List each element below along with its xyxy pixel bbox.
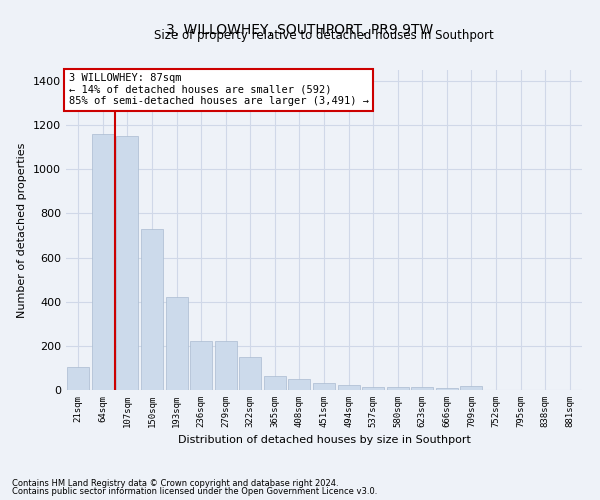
Bar bbox=[386, 388, 409, 390]
Bar bbox=[116, 136, 139, 390]
Text: Contains public sector information licensed under the Open Government Licence v3: Contains public sector information licen… bbox=[12, 487, 377, 496]
Bar bbox=[190, 342, 212, 390]
Text: 3, WILLOWHEY, SOUTHPORT, PR9 9TW: 3, WILLOWHEY, SOUTHPORT, PR9 9TW bbox=[166, 22, 434, 36]
Bar bbox=[264, 376, 286, 390]
Bar bbox=[411, 388, 433, 390]
Bar bbox=[338, 385, 359, 390]
Bar bbox=[215, 342, 237, 390]
Bar bbox=[92, 134, 114, 390]
X-axis label: Distribution of detached houses by size in Southport: Distribution of detached houses by size … bbox=[178, 436, 470, 446]
Bar bbox=[239, 357, 262, 390]
Bar bbox=[362, 386, 384, 390]
Bar bbox=[141, 229, 163, 390]
Bar bbox=[166, 298, 188, 390]
Bar bbox=[460, 386, 482, 390]
Bar bbox=[67, 367, 89, 390]
Bar bbox=[436, 388, 458, 390]
Bar bbox=[313, 383, 335, 390]
Bar bbox=[289, 379, 310, 390]
Title: Size of property relative to detached houses in Southport: Size of property relative to detached ho… bbox=[154, 30, 494, 43]
Y-axis label: Number of detached properties: Number of detached properties bbox=[17, 142, 28, 318]
Text: 3 WILLOWHEY: 87sqm
← 14% of detached houses are smaller (592)
85% of semi-detach: 3 WILLOWHEY: 87sqm ← 14% of detached hou… bbox=[68, 73, 368, 106]
Text: Contains HM Land Registry data © Crown copyright and database right 2024.: Contains HM Land Registry data © Crown c… bbox=[12, 478, 338, 488]
